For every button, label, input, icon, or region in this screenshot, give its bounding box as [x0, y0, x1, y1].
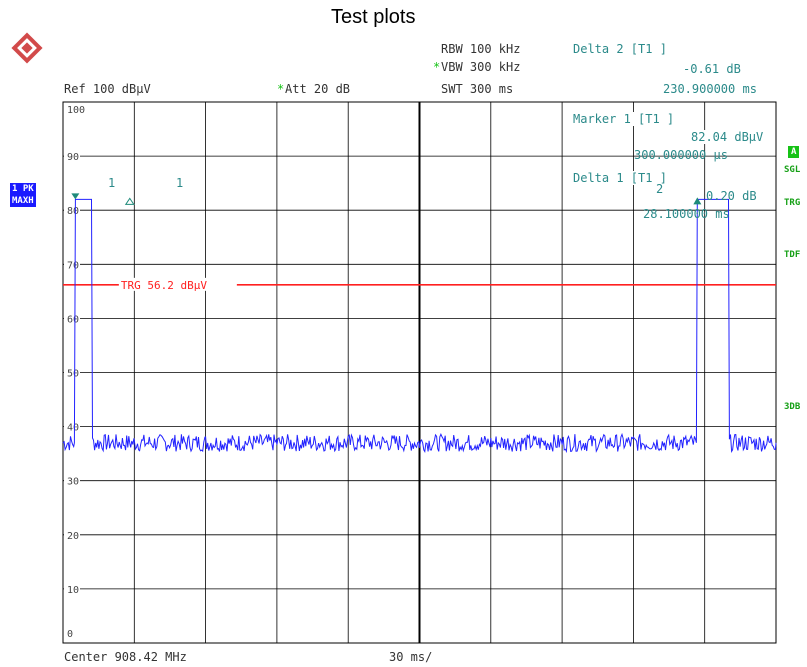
y-tick-label: 10 — [67, 585, 79, 596]
delta-flag-2: 2 — [656, 182, 664, 196]
ref-label: Ref 100 dBµV — [64, 82, 151, 96]
delta2-time: 230.900000 ms — [663, 82, 757, 96]
att-label: Att 20 dB — [285, 82, 351, 96]
trace-line — [62, 198, 777, 454]
status-sgl-label: SGL — [784, 165, 801, 175]
y-tick-label: 70 — [67, 260, 79, 271]
marker1-label: Marker 1 [T1 ] — [573, 112, 675, 126]
y-tick-label-bg — [64, 150, 80, 162]
y-tick-label-bg — [64, 204, 80, 216]
trigger-level-label: TRG 56.2 dBµV — [121, 279, 207, 292]
y-tick-label: 0 — [67, 629, 73, 640]
y-tick-label-bg — [64, 628, 80, 639]
status-3db-label: 3DB — [784, 402, 801, 412]
y-tick-label-bg — [64, 366, 80, 378]
y-tick-label-bg — [64, 528, 80, 540]
marker1-level: 82.04 dBµV — [691, 130, 764, 144]
delta-2-triangle — [693, 197, 702, 205]
vbw-label: VBW 300 kHz — [441, 60, 521, 74]
y-tick-label-bg — [64, 420, 80, 432]
y-tick-label-bg — [64, 582, 80, 594]
delta1-label: Delta 1 [T1 ] — [573, 171, 667, 185]
status-trg-label: TRG — [784, 198, 801, 208]
y-tick-label-bg — [64, 474, 80, 486]
y-tick-label: 50 — [67, 369, 79, 380]
y-tick-label-bg — [64, 312, 80, 324]
delta2-label: Delta 2 [T1 ] — [573, 42, 667, 56]
trigger-label-bg — [118, 277, 237, 291]
trace-detector-badge: 1 PK — [10, 183, 36, 195]
rbw-label: RBW 100 kHz — [441, 42, 521, 56]
chart-title: Test plots — [331, 6, 416, 28]
delta1-level: 0.20 dB — [706, 189, 757, 203]
marker1-time: 300.000000 µs — [634, 148, 728, 162]
delta-1-triangle — [124, 197, 135, 205]
y-tick-label: 60 — [67, 314, 79, 325]
delta2-level: -0.61 dB — [683, 62, 741, 76]
marker-flag-1: 1 — [108, 176, 116, 190]
time-per-division-label: 30 ms/ — [389, 650, 433, 664]
y-tick-label: 90 — [67, 152, 79, 163]
marker-1-triangle — [71, 193, 80, 200]
y-tick-label: 40 — [67, 423, 79, 434]
delta1-time: 28.100000 ms — [643, 207, 730, 221]
trace-mode-badge: MAXH — [10, 195, 36, 207]
y-tick-label-bg — [64, 258, 80, 270]
att-star: * — [277, 82, 285, 96]
y-tick-label: 30 — [67, 477, 79, 488]
swt-label: SWT 300 ms — [441, 82, 514, 96]
status-a-badge: A — [788, 146, 800, 158]
vbw-star: * — [433, 60, 441, 74]
center-frequency-label: Center 908.42 MHz — [64, 650, 187, 664]
y-tick-label: 20 — [67, 531, 79, 542]
y-tick-label-bg — [64, 104, 80, 115]
status-tdf-label: TDF — [784, 250, 801, 260]
y-tick-label: 100 — [67, 105, 85, 116]
delta-flag-1: 1 — [176, 176, 184, 190]
y-tick-label: 80 — [67, 206, 79, 217]
